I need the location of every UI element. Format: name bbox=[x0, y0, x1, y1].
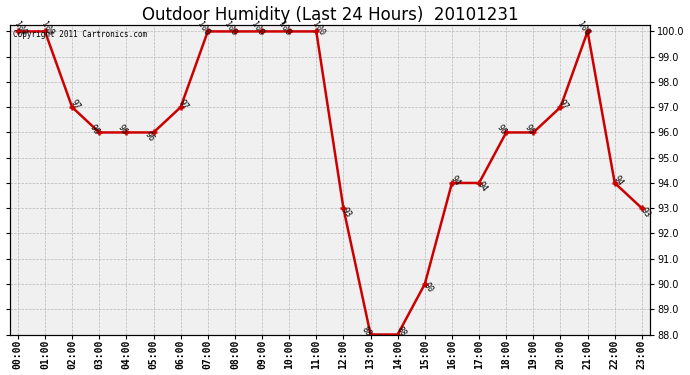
Text: 100: 100 bbox=[310, 20, 326, 38]
Text: 100: 100 bbox=[277, 20, 293, 38]
Text: 94: 94 bbox=[448, 174, 462, 187]
Text: 94: 94 bbox=[611, 174, 624, 187]
Text: 100: 100 bbox=[250, 20, 266, 38]
Text: 97: 97 bbox=[177, 98, 190, 111]
Text: Copyright 2011 Cartronics.com: Copyright 2011 Cartronics.com bbox=[13, 30, 147, 39]
Text: 97: 97 bbox=[557, 98, 570, 111]
Title: Outdoor Humidity (Last 24 Hours)  20101231: Outdoor Humidity (Last 24 Hours) 2010123… bbox=[141, 6, 518, 24]
Text: 96: 96 bbox=[88, 123, 101, 136]
Text: 90: 90 bbox=[422, 281, 435, 295]
Text: 96: 96 bbox=[522, 123, 535, 136]
Text: 93: 93 bbox=[638, 206, 651, 219]
Text: 96: 96 bbox=[115, 123, 128, 136]
Text: 100: 100 bbox=[223, 20, 239, 38]
Text: 100: 100 bbox=[39, 20, 55, 37]
Text: 93: 93 bbox=[340, 206, 353, 219]
Text: 88: 88 bbox=[395, 326, 408, 339]
Text: 100: 100 bbox=[195, 20, 211, 38]
Text: 88: 88 bbox=[359, 326, 373, 339]
Text: 96: 96 bbox=[495, 123, 509, 136]
Text: 100: 100 bbox=[575, 20, 591, 38]
Text: 96: 96 bbox=[143, 130, 156, 143]
Text: 97: 97 bbox=[69, 98, 82, 111]
Text: 94: 94 bbox=[476, 180, 489, 194]
Text: 100: 100 bbox=[12, 20, 28, 37]
